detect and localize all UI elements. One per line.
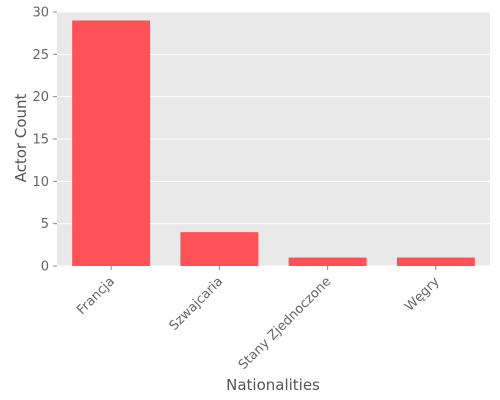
x-tick-label: Węgry — [402, 274, 443, 315]
x-axis-title: Nationalities — [226, 376, 320, 394]
y-tick-label: 15 — [32, 133, 49, 148]
bar — [396, 257, 475, 266]
y-tick-label: 10 — [32, 175, 49, 190]
bar — [72, 20, 151, 266]
y-tick-label: 30 — [32, 6, 49, 21]
y-tick-label: 20 — [32, 90, 49, 105]
y-axis-ticks: 0 5 10 15 20 25 30 — [32, 6, 57, 275]
x-tick-label: Francja — [74, 274, 118, 318]
y-tick-label: 0 — [41, 260, 49, 275]
x-axis-ticks: Francja Szwajcaria Stany Zjednoczone Węgry — [74, 266, 443, 373]
x-tick-label: Szwajcaria — [167, 274, 227, 334]
x-tick-label: Stany Zjednoczone — [236, 274, 335, 373]
bar — [288, 257, 367, 266]
y-tick-label: 25 — [32, 48, 49, 63]
bars — [72, 20, 475, 266]
bar — [180, 232, 259, 266]
y-axis-title: Actor Count — [12, 93, 30, 182]
y-tick-label: 5 — [41, 217, 49, 232]
